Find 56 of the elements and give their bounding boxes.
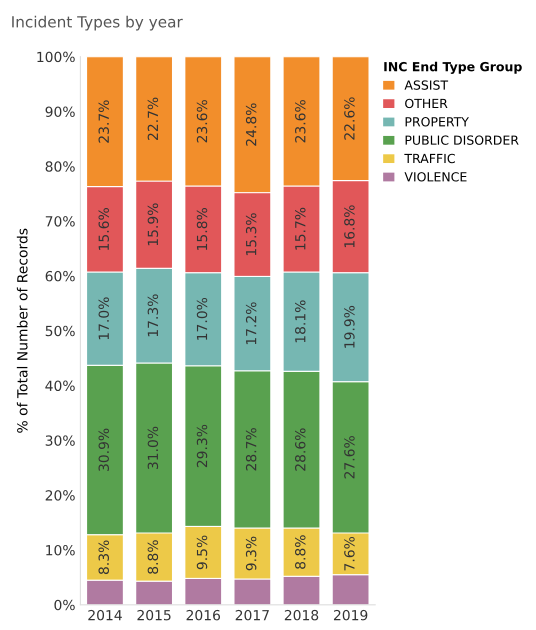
y-tick-label: 70% bbox=[46, 216, 75, 227]
legend-label: VIOLENCE bbox=[404, 172, 467, 182]
y-tick-label: 50% bbox=[46, 326, 75, 336]
data-label: 27.6% bbox=[344, 436, 355, 478]
legend-label: PROPERTY bbox=[406, 117, 469, 127]
data-label: 15.3% bbox=[246, 213, 256, 256]
data-label: 19.9% bbox=[344, 306, 355, 348]
data-label: 16.8% bbox=[344, 205, 355, 248]
data-label: 17.3% bbox=[148, 294, 158, 336]
x-tick-label: 2016 bbox=[186, 610, 220, 620]
data-label: 9.3% bbox=[246, 536, 256, 570]
y-tick-label: 10% bbox=[46, 544, 75, 556]
data-label: 28.7% bbox=[246, 428, 256, 470]
data-label: 15.8% bbox=[196, 208, 208, 250]
data-label: 28.6% bbox=[295, 428, 306, 471]
data-label: 8.8% bbox=[148, 540, 158, 574]
data-label: 9.5% bbox=[196, 536, 208, 570]
data-label: 17.2% bbox=[246, 302, 256, 344]
legend-title: INC End Type Group bbox=[384, 62, 522, 74]
data-label: 17.0% bbox=[98, 297, 109, 340]
data-label: 17.0% bbox=[196, 298, 208, 340]
data-label: 23.7% bbox=[98, 100, 109, 143]
y-axis-title: % of Total Number of Records bbox=[16, 228, 28, 433]
data-label: 18.1% bbox=[295, 300, 306, 342]
y-tick-label: 20% bbox=[46, 490, 75, 501]
data-label: 31.0% bbox=[148, 426, 158, 470]
data-label: 15.9% bbox=[148, 203, 158, 246]
chart-title: Incident Types by year bbox=[12, 16, 183, 31]
legend-label: TRAFFIC bbox=[404, 154, 455, 164]
data-label: 22.7% bbox=[148, 98, 158, 140]
y-tick-label: 60% bbox=[46, 270, 75, 282]
data-label: 15.7% bbox=[295, 208, 306, 250]
x-tick-label: 2017 bbox=[236, 610, 269, 620]
x-tick-label: 2014 bbox=[88, 610, 122, 620]
y-tick-label: 80% bbox=[46, 161, 75, 172]
data-label: 29.3% bbox=[196, 424, 208, 468]
y-tick-label: 30% bbox=[46, 435, 75, 446]
legend-label: OTHER bbox=[405, 98, 448, 108]
legend-label: ASSIST bbox=[404, 80, 448, 90]
data-label: 8.8% bbox=[295, 535, 306, 569]
x-tick-label: 2019 bbox=[334, 610, 368, 620]
y-tick-label: 0% bbox=[54, 600, 75, 610]
data-label: 7.6% bbox=[344, 536, 355, 570]
y-tick-label: 100% bbox=[37, 52, 75, 62]
y-tick-label: 90% bbox=[46, 106, 75, 117]
data-label: 22.6% bbox=[344, 97, 355, 140]
y-tick-label: 40% bbox=[45, 380, 75, 392]
legend-label: PUBLIC DISORDER bbox=[406, 135, 519, 145]
data-label: 23.6% bbox=[196, 100, 208, 142]
data-label: 30.9% bbox=[98, 428, 109, 471]
data-label: 15.6% bbox=[98, 208, 109, 250]
data-label: 23.6% bbox=[295, 100, 306, 142]
x-tick-label: 2015 bbox=[137, 610, 171, 620]
data-label: 8.3% bbox=[98, 540, 109, 574]
x-tick-label: 2018 bbox=[284, 610, 318, 620]
data-label: 24.8% bbox=[246, 103, 256, 146]
